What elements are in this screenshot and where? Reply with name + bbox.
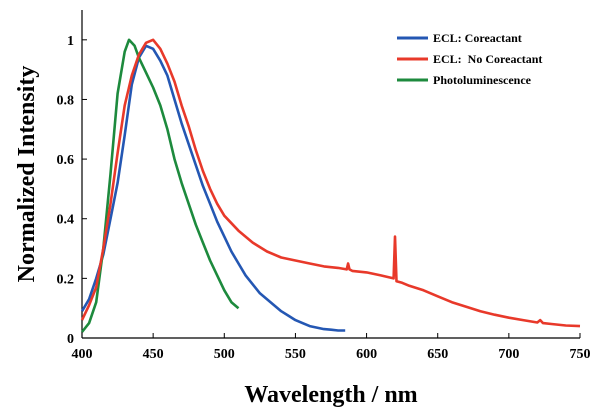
y-tick-label: 0.6	[57, 153, 75, 168]
series-line-ecl-no-coreactant	[80, 38, 581, 328]
y-tick-label: 0.2	[57, 272, 75, 287]
legend-label-no-coreactant: ECL: No Coreactant	[433, 52, 542, 66]
y-tick-label: 0.8	[57, 93, 75, 108]
x-tick-label: 650	[427, 347, 448, 362]
x-tick-label: 600	[356, 347, 377, 362]
legend-item-photoluminescence: Photoluminescence	[397, 73, 532, 87]
y-tick-label: 0	[67, 332, 74, 347]
x-tick-label: 500	[214, 347, 235, 362]
y-tick-label: 1	[67, 34, 74, 49]
series-lines	[80, 38, 581, 333]
legend-label-photoluminescence: Photoluminescence	[433, 73, 532, 87]
y-tick-label: 0.4	[57, 213, 75, 228]
x-tick-label: 700	[498, 347, 519, 362]
x-tick-label: 750	[570, 347, 591, 362]
x-axis-title: Wavelength / nm	[244, 382, 417, 408]
series-line-photoluminescence	[80, 38, 240, 333]
legend-label-coreactant: ECL: Coreactant	[433, 31, 522, 45]
x-tick-label: 400	[72, 347, 93, 362]
legend: ECL: Coreactant ECL: No Coreactant Photo…	[397, 31, 542, 87]
legend-item-coreactant: ECL: Coreactant	[397, 31, 522, 45]
series-line-ecl-coreactant	[80, 44, 346, 332]
x-tick-label: 550	[285, 347, 306, 362]
y-axis-title: Normalized Intensity	[14, 66, 40, 283]
x-tick-label: 450	[143, 347, 164, 362]
x-axis-ticks: 400 450 500 550 600 650 700 750	[72, 333, 591, 362]
legend-item-no-coreactant: ECL: No Coreactant	[397, 52, 542, 66]
y-axis-ticks: 0 0.2 0.4 0.6 0.8 1	[57, 34, 87, 347]
plot-area: 400 450 500 550 600 650 700 750 0 0.2 0.4 0.6 0.8 1	[57, 10, 591, 362]
